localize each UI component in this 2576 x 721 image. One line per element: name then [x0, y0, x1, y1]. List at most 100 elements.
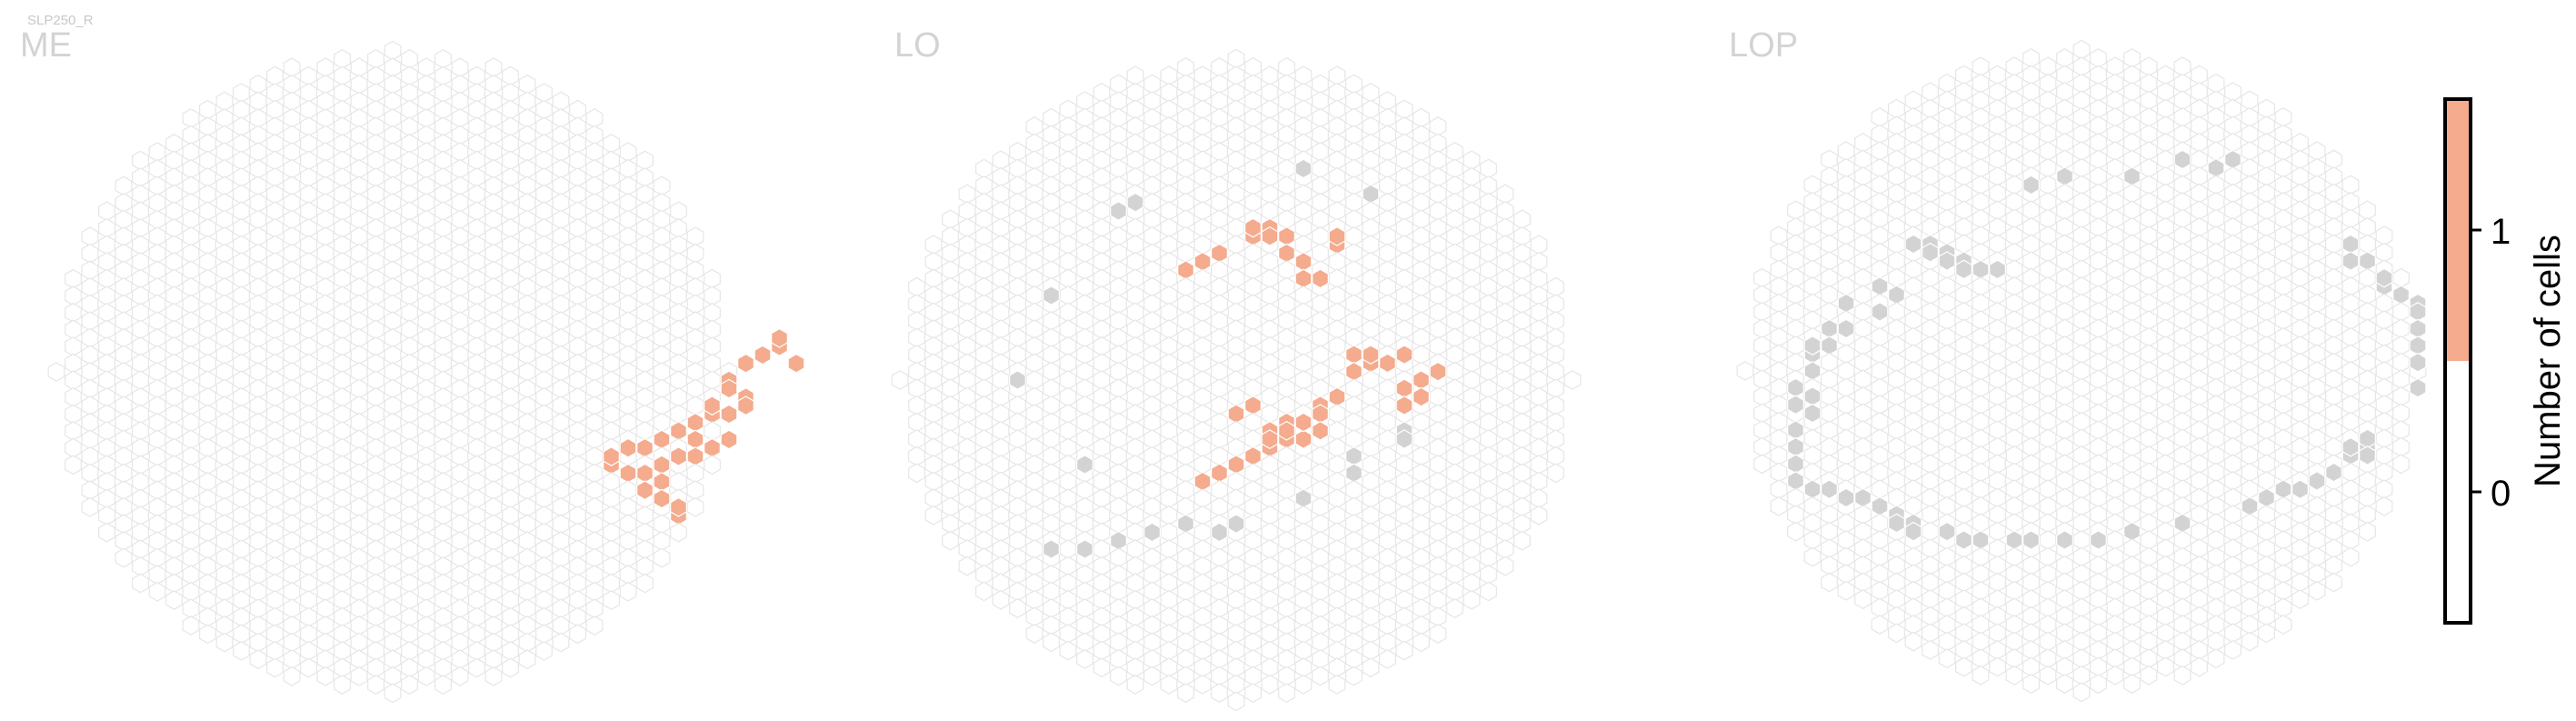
lo-hex-cell	[1211, 142, 1228, 162]
lo-hex-cell	[1480, 345, 1497, 365]
me-hex-cell	[300, 116, 317, 137]
lop-hex-cell	[2157, 436, 2174, 457]
lo-hex-cell	[1513, 530, 1531, 551]
me-hex-cell	[98, 353, 115, 374]
me-hex-cell	[417, 598, 435, 619]
me-hex-cell	[266, 522, 284, 543]
lo-hex-cell	[1379, 412, 1396, 433]
lo-hex-cell	[1446, 396, 1463, 416]
lo-hex-cell	[942, 530, 959, 551]
me-hex-cell	[535, 319, 553, 340]
lo-hex-cell	[1126, 99, 1144, 120]
me-hex-cell	[552, 243, 570, 264]
me-hex-cell	[535, 99, 553, 120]
lop-hex-cell	[2056, 471, 2073, 491]
lop-hex-cell-outside	[1803, 335, 1822, 355]
lop-hex-cell	[1989, 386, 2006, 406]
lo-hex-cell	[1312, 514, 1329, 534]
me-hex-cell	[417, 463, 435, 484]
lo-hex-cell	[1480, 226, 1497, 246]
me-hex-cell	[148, 226, 166, 247]
me-hex-cell-value-1	[737, 396, 754, 416]
lo-hex-cell	[1126, 488, 1144, 509]
lop-hex-cell	[2224, 538, 2242, 559]
lo-hex-cell	[942, 412, 959, 433]
me-hex-cell	[451, 581, 469, 602]
lop-hex-cell	[1972, 513, 1990, 534]
lo-hex-cell-value-1	[1227, 455, 1245, 475]
lop-hex-cell	[2291, 420, 2309, 440]
lo-hex-cell	[975, 396, 993, 416]
lop-hex-cell	[2072, 411, 2091, 432]
me-hex-cell	[653, 209, 671, 230]
me-hex-cell	[552, 480, 570, 501]
me-hex-cell	[316, 412, 334, 433]
lop-hex-cell	[2274, 192, 2292, 212]
lop-hex-cell	[1854, 521, 1872, 542]
lop-hex-cell	[2224, 133, 2242, 153]
lop-hex-cell	[2090, 454, 2107, 475]
lo-hex-cell	[975, 547, 993, 568]
me-hex-cell	[199, 404, 216, 425]
me-hex-cell	[334, 472, 351, 492]
lo-hex-cell	[1362, 488, 1380, 509]
me-hex-cell	[165, 134, 183, 154]
lop-hex-cell	[2157, 505, 2174, 525]
me-hex-cell	[148, 175, 166, 196]
lo-hex-cell	[1294, 285, 1313, 305]
lop-hex-cell	[2123, 606, 2141, 626]
me-hex-cell	[552, 125, 570, 145]
me-hex-cell	[417, 175, 435, 196]
lo-hex-cell	[1530, 505, 1548, 526]
lo-hex-cell	[1446, 547, 1463, 568]
lop-hex-cell	[2022, 606, 2040, 626]
lop-hex-cell	[2123, 133, 2141, 153]
lo-hex-cell	[1177, 480, 1194, 500]
lop-hex-cell	[1837, 208, 1855, 229]
me-hex-cell	[233, 590, 250, 610]
me-hex-cell	[215, 412, 234, 433]
lop-hex-cell	[1787, 302, 1804, 322]
lo-hex-cell	[1177, 158, 1194, 179]
lo-hex-cell	[1379, 209, 1396, 230]
lop-hex-cell	[2123, 98, 2141, 119]
me-hex-cell	[65, 336, 82, 356]
me-hex-cell	[502, 167, 519, 187]
lo-hex-cell	[1193, 420, 1212, 441]
lop-hex-cell	[2274, 546, 2292, 567]
me-hex-cell	[199, 472, 216, 492]
me-hex-cell	[484, 378, 503, 399]
lop-hex-cell	[2157, 352, 2174, 373]
lo-hex-cell	[1530, 285, 1548, 305]
me-hex-cell	[704, 455, 721, 476]
me-hex-cell	[316, 396, 334, 416]
me-hex-cell	[81, 429, 99, 450]
lop-hex-cell	[2140, 631, 2158, 652]
lo-hex-cell	[1110, 125, 1127, 145]
me-hex-cell	[603, 370, 620, 391]
lo-hex-cell	[1395, 285, 1413, 305]
lop-hex-cell	[2173, 631, 2192, 652]
lo-hex-cell	[1294, 471, 1313, 492]
me-hex-cell	[502, 201, 519, 222]
lo-hex-cell	[1429, 386, 1447, 407]
lop-hex-cell	[1989, 623, 2006, 644]
lo-hex-cell	[1413, 142, 1430, 162]
me-hex-cell	[585, 362, 604, 382]
me-hex-cell	[367, 404, 384, 425]
lop-hex-cell	[1803, 192, 1822, 212]
me-hex-cell	[165, 421, 183, 441]
lop-hex-cell	[2308, 242, 2326, 263]
lo-hex-cell	[975, 463, 993, 484]
lo-hex-cell	[1261, 556, 1279, 576]
lop-hex-cell	[2140, 124, 2158, 145]
me-hex-cell	[535, 590, 553, 610]
lop-hex-cell	[2291, 352, 2309, 373]
me-hex-cell	[334, 370, 351, 391]
lo-hex-cell	[1294, 386, 1313, 407]
lo-hex-cell	[1496, 455, 1514, 475]
me-hex-cell	[518, 311, 536, 332]
lop-hex-cell	[2375, 310, 2393, 331]
me-hex-cell	[518, 142, 536, 163]
lo-hex-cell	[1025, 353, 1043, 374]
